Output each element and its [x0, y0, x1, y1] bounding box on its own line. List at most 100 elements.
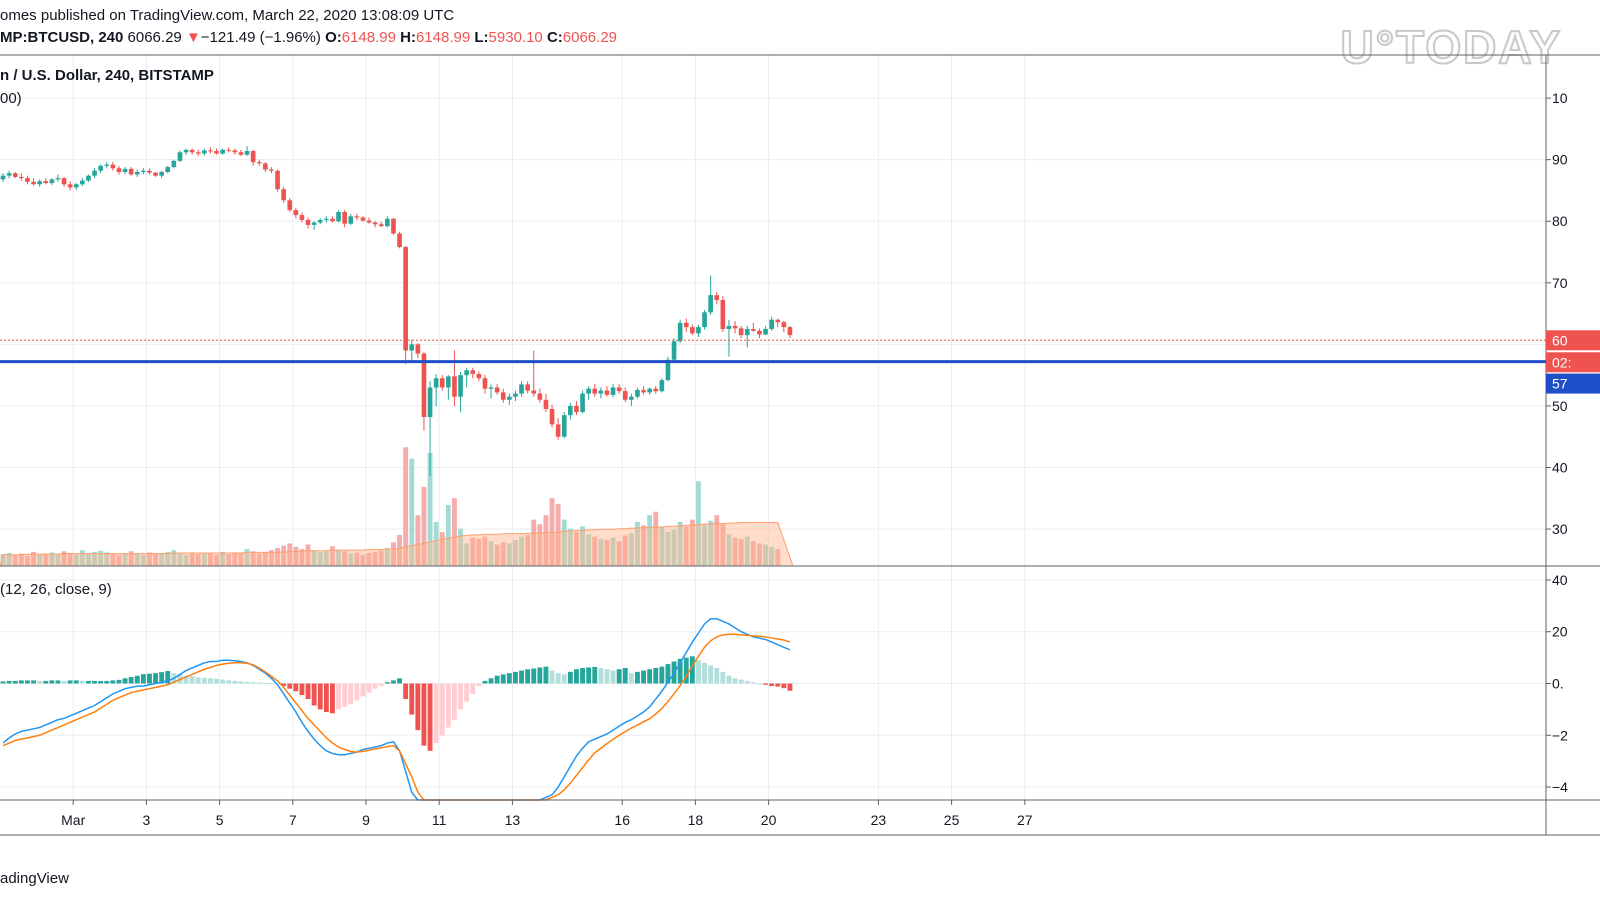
candle-body [476, 373, 482, 379]
candle-body [275, 170, 280, 190]
candlesticks [0, 146, 793, 477]
macd-hist-bar [598, 667, 604, 684]
candle-body [116, 168, 122, 172]
candle-body [549, 409, 555, 425]
macd-hist-bar [195, 677, 201, 684]
last-price: 6066.29 [127, 29, 182, 46]
macd-hist-bar [531, 668, 537, 684]
candle-body [592, 388, 598, 394]
macd-hist-bar [781, 683, 787, 689]
volume-bar [354, 552, 360, 566]
macd-hist-bar [43, 680, 49, 684]
volume-label: 00) [0, 90, 22, 107]
candle-body [543, 399, 549, 410]
pane-frame [0, 54, 1600, 836]
candle-body [391, 218, 396, 234]
candle-body [769, 319, 774, 329]
volume-bar [427, 452, 433, 566]
volume-bar [183, 554, 189, 566]
volume-bar [628, 533, 634, 566]
signal-line [2, 633, 791, 801]
volume-bar [445, 504, 451, 566]
candle-body [787, 327, 793, 336]
macd-hist-bar [262, 682, 268, 684]
macd-histogram [0, 656, 793, 751]
macd-hist-bar [6, 680, 12, 684]
volume-bar [574, 532, 579, 566]
volume-bar [342, 551, 348, 566]
macd-hist-bar [79, 680, 85, 684]
grid-lines [0, 55, 1546, 800]
volume-bar [330, 546, 335, 566]
open-value: 6148.99 [341, 29, 396, 46]
candle-body [616, 387, 622, 392]
macd-hist-bar [580, 667, 585, 684]
volume-bar [195, 554, 201, 566]
volume-bar [336, 550, 341, 566]
volume-bar [732, 537, 738, 566]
volume-bar [165, 551, 171, 566]
candle-body [720, 300, 726, 329]
candle-body [561, 415, 567, 437]
symbol-label[interactable]: MP:BTCUSD, 240 [0, 29, 124, 46]
date-tick-label: 18 [688, 812, 704, 828]
price-tick-label: 90 [1552, 152, 1568, 168]
volume-bar [49, 552, 55, 566]
volume-bar [256, 553, 262, 566]
candle-body [647, 388, 652, 393]
date-axis: Mar 3 5 7 9 11 13 16 18 20 23 25 27 [61, 800, 1033, 828]
volume-bar [18, 553, 24, 566]
candle-body [452, 376, 457, 397]
volume-bar [659, 526, 665, 566]
volume-bar [299, 549, 305, 566]
macd-hist-bar [25, 680, 30, 684]
volume-bar [433, 521, 439, 566]
volume-bar [561, 519, 567, 566]
candle-body [226, 149, 232, 151]
candle-body [80, 180, 85, 185]
candle-body [537, 393, 543, 400]
low-value: 5930.10 [488, 29, 543, 46]
support-price-tag: 57 [1552, 376, 1568, 392]
low-label: L: [474, 29, 489, 46]
candle-body [98, 165, 103, 171]
macd-hist-bar [464, 683, 470, 702]
volume-bar [293, 546, 299, 566]
macd-hist-bar [67, 680, 73, 684]
candle-body [507, 396, 512, 400]
candle-body [622, 391, 628, 400]
macd-hist-bar [305, 683, 311, 700]
volume-bar [647, 515, 653, 566]
volume-bar [201, 553, 207, 566]
candle-body [378, 224, 384, 227]
macd-hist-bar [519, 670, 524, 684]
macd-hist-bar [482, 680, 488, 684]
volume-bar [470, 537, 476, 566]
candle-body [336, 211, 341, 222]
macd-label: (12, 26, close, 9) [0, 581, 112, 598]
volume-bar [360, 554, 366, 566]
volume-bar [153, 554, 158, 566]
candle-body [110, 164, 116, 169]
date-tick-label: 9 [362, 812, 370, 828]
macd-hist-bar [159, 672, 165, 684]
macd-hist-bar [116, 679, 122, 684]
candle-body [397, 233, 402, 248]
macd-hist-bar [592, 666, 598, 684]
volume-bar [610, 537, 616, 566]
candle-body [269, 169, 274, 171]
volume-bar [567, 528, 573, 566]
candle-body [55, 178, 61, 180]
volume-bar [683, 526, 689, 566]
volume-bar [73, 554, 79, 566]
volume-bar [348, 553, 354, 566]
candle-body [488, 387, 494, 389]
macd-hist-bar [647, 669, 653, 684]
price-tick-label: 10 [1552, 90, 1568, 106]
candle-body [458, 375, 463, 397]
macd-hist-bar [689, 656, 695, 684]
macd-hist-bar [775, 683, 781, 687]
volume-bar [250, 551, 256, 566]
volume-bar [37, 554, 43, 566]
